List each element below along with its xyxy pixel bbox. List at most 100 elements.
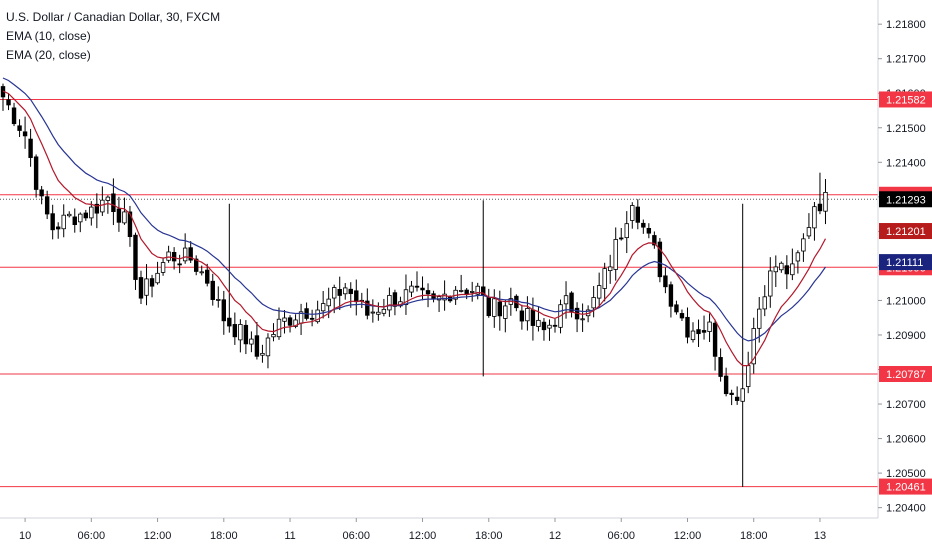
candle-body: [249, 338, 254, 345]
candle-body: [823, 191, 828, 212]
candle-body: [812, 206, 817, 229]
candle: [155, 261, 160, 285]
level-price-badge: 1.20461: [879, 478, 932, 495]
candle-body: [657, 241, 663, 278]
candle: [354, 279, 359, 316]
candle-body: [6, 99, 11, 106]
candle-body: [293, 319, 298, 327]
candle: [696, 319, 701, 347]
candle: [11, 102, 17, 127]
candle-body: [442, 293, 447, 301]
candle-body: [652, 235, 657, 246]
candle-body: [795, 252, 801, 262]
candle-body: [199, 271, 204, 274]
candle-body: [723, 375, 729, 395]
candle: [602, 262, 607, 302]
candle-body: [260, 352, 265, 356]
candle-body: [28, 138, 33, 158]
candle-body: [365, 300, 370, 316]
candle: [359, 292, 364, 309]
legend-ema-10[interactable]: EMA (10, close): [6, 29, 91, 43]
candle-body: [105, 196, 111, 201]
candle-body: [663, 275, 668, 288]
candle-body: [376, 311, 381, 315]
candle: [182, 233, 188, 264]
y-tick-label: 1.20700: [886, 399, 926, 411]
candle: [216, 286, 221, 308]
x-tick-label: 12:00: [409, 530, 437, 542]
candle-body: [757, 308, 762, 329]
x-tick-label: 10: [19, 530, 31, 542]
candle: [193, 255, 199, 276]
candle-body: [547, 324, 552, 329]
candle-body: [679, 313, 685, 319]
x-tick-label: 12:00: [144, 530, 172, 542]
candle-body: [552, 324, 558, 327]
candle-body: [751, 328, 756, 365]
time-axis[interactable]: 10 06:00 12:00 18:00 11 06:00 12:00 18:00 12 06:0…: [0, 517, 878, 542]
candle-body: [331, 287, 337, 299]
candle-body: [122, 211, 127, 224]
legend-ema-20[interactable]: EMA (20, close): [6, 48, 91, 62]
candle: [0, 83, 6, 111]
candle-body: [315, 309, 320, 323]
candle: [569, 291, 574, 318]
candle: [227, 203, 232, 333]
candle-body: [348, 288, 353, 295]
candle: [503, 300, 508, 333]
candle-body: [155, 272, 160, 284]
x-tick-label: 12:00: [674, 530, 702, 542]
candle-body: [177, 263, 182, 266]
ema10-price-badge-label: 1.21201: [886, 226, 926, 238]
legend-symbol[interactable]: U.S. Dollar / Canadian Dollar, 30, FXCM: [6, 10, 221, 24]
x-tick-label: 18:00: [740, 530, 768, 542]
candle: [619, 227, 624, 241]
candle: [177, 254, 182, 274]
candle: [679, 309, 685, 321]
candle-body: [668, 284, 674, 307]
candle: [701, 315, 707, 340]
candle-body: [276, 318, 282, 338]
candle-body: [469, 291, 475, 293]
candle: [343, 283, 348, 300]
candle: [254, 322, 260, 360]
candle-body: [458, 290, 464, 292]
candle-body: [166, 251, 171, 261]
candle-body: [414, 285, 420, 288]
level-price-badge: 1.20787: [879, 365, 932, 382]
horizontal-levels[interactable]: [0, 98, 878, 488]
candle-body: [100, 199, 105, 213]
candle: [409, 280, 414, 298]
y-tick-label: 1.20600: [886, 434, 926, 446]
candle: [646, 223, 652, 239]
candle-body: [596, 285, 602, 299]
candle: [260, 344, 265, 363]
y-tick-label: 1.21500: [886, 123, 926, 135]
candle-body: [779, 262, 784, 271]
candle: [210, 273, 215, 306]
candle: [541, 318, 547, 341]
candle: [486, 288, 491, 318]
candle: [674, 300, 679, 315]
candle: [370, 299, 376, 323]
candle: [547, 319, 552, 341]
candle: [591, 286, 596, 318]
ema10-price-badge: 1.21201: [879, 223, 932, 240]
candle-body: [11, 107, 17, 125]
candle-body: [265, 337, 271, 357]
candle-body: [712, 322, 718, 357]
y-tick-label: 1.21800: [886, 19, 926, 31]
candle: [481, 200, 486, 377]
level-price-badge-label: 1.20787: [886, 369, 926, 381]
candle: [574, 302, 580, 333]
candle: [519, 304, 525, 330]
candle: [652, 231, 657, 249]
y-tick-label: 1.20900: [886, 330, 926, 342]
level-price-badge: 1.21582: [879, 91, 932, 108]
candle: [265, 333, 271, 369]
candle-body: [519, 310, 525, 322]
candle-body: [420, 287, 425, 291]
candle-body: [111, 193, 116, 213]
y-tick-label: 1.21400: [886, 157, 926, 169]
